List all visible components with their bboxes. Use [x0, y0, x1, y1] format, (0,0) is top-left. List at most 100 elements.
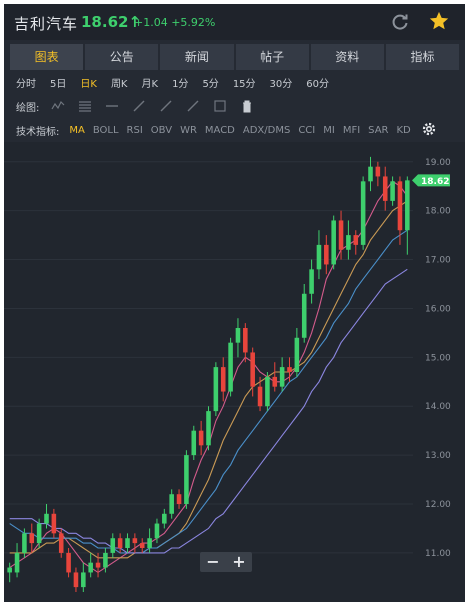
y-tick-label: 11.00 [425, 549, 451, 559]
candle-body [316, 244, 322, 270]
period-15min[interactable]: 15分 [232, 79, 256, 90]
candle-body [353, 235, 359, 245]
y-tick-label: 19.00 [425, 158, 451, 168]
period-monthly-k[interactable]: 月K [141, 79, 159, 90]
period-30min[interactable]: 30分 [269, 79, 293, 90]
candle-body [88, 562, 93, 573]
tab-announcements[interactable]: 公告 [85, 44, 159, 70]
candle-body [191, 430, 197, 456]
candle-body [301, 293, 307, 338]
candle-body [228, 342, 233, 392]
stock-change: +1.04 +5.92% [134, 16, 216, 29]
candle-body [29, 533, 35, 544]
refresh-icon[interactable] [390, 12, 410, 32]
candle-body [360, 181, 366, 245]
star-icon[interactable] [428, 10, 450, 32]
indicator-cci[interactable]: CCI [298, 124, 316, 136]
extended-line-icon[interactable] [186, 99, 200, 113]
indicator-label: 技术指标: [16, 126, 60, 138]
candle-body [272, 376, 278, 387]
candle-body [110, 538, 116, 553]
indicator-kd[interactable]: KD [396, 124, 411, 136]
candle-body [213, 367, 219, 412]
stock-name: 吉利汽车 [14, 15, 79, 33]
candle-body [405, 180, 410, 231]
candle-body [36, 523, 42, 544]
zigzag-tool-icon[interactable] [51, 99, 65, 113]
period-daily-k[interactable]: 日K [80, 79, 97, 90]
candle-body [95, 562, 101, 568]
candle-body [132, 538, 138, 544]
parallel-lines-icon[interactable] [78, 99, 92, 113]
indicator-boll[interactable]: BOLL [92, 124, 119, 136]
y-tick-label: 16.00 [425, 304, 451, 314]
candle-body [243, 328, 248, 353]
candle-body [139, 543, 145, 548]
horizontal-line-icon[interactable] [105, 99, 119, 113]
indicator-rsi[interactable]: RSI [126, 124, 143, 136]
indicator-ma[interactable]: MA [69, 124, 85, 136]
draw-toolbar: 绘图: [16, 98, 267, 114]
indicator-selector: 技术指标: MA BOLL RSI OBV WR MACD ADX/DMS CC… [16, 122, 419, 138]
tab-news[interactable]: 新闻 [160, 44, 234, 70]
period-60min[interactable]: 60分 [306, 79, 330, 90]
candle-body [44, 513, 49, 524]
period-5day[interactable]: 5日 [50, 79, 67, 90]
indicator-sar[interactable]: SAR [368, 124, 389, 136]
candle-body [103, 552, 108, 568]
chart-area[interactable]: 19.00 18.00 17.00 16.00 15.00 14.00 13.00 12.00… [4, 142, 465, 602]
y-tick-label: 12.00 [425, 500, 451, 510]
indicator-wr[interactable]: WR [180, 124, 197, 136]
stock-price: 18.62↑ [81, 13, 142, 31]
candle-body [250, 352, 255, 387]
candle-body [162, 513, 167, 524]
tab-indicators[interactable]: 指标 [385, 44, 460, 70]
y-tick-label: 17.00 [425, 256, 451, 266]
tab-posts[interactable]: 帖子 [235, 44, 309, 70]
indicator-obv[interactable]: OBV [150, 124, 173, 136]
last-price-label: 18.62 [421, 177, 449, 187]
candle-body [7, 567, 12, 573]
zoom-out-button[interactable]: − [206, 552, 220, 571]
candle-body [169, 494, 174, 514]
indicator-mfi[interactable]: MFI [342, 124, 361, 136]
period-selector: 分时 5日 日K 周K 月K 1分 5分 15分 30分 60分 [16, 77, 343, 93]
ray-line-icon[interactable] [159, 99, 173, 113]
candle-body [22, 533, 27, 553]
candlestick-chart[interactable]: 19.00 18.00 17.00 16.00 15.00 14.00 13.00 12.00… [4, 142, 465, 602]
y-tick-label: 18.00 [425, 207, 451, 217]
period-intraday[interactable]: 分时 [16, 79, 36, 90]
candle-body [14, 552, 20, 573]
zoom-in-button[interactable]: + [232, 552, 246, 571]
candle-body [125, 538, 130, 548]
ma30-line [9, 268, 408, 554]
candle-body [206, 411, 211, 446]
rectangle-icon[interactable] [213, 99, 227, 113]
period-1min[interactable]: 1分 [172, 79, 189, 90]
trend-line-icon[interactable] [132, 99, 146, 113]
trash-icon[interactable] [240, 99, 254, 113]
candle-body [331, 220, 336, 265]
y-tick-label: 13.00 [425, 451, 451, 461]
period-5min[interactable]: 5分 [202, 79, 219, 90]
candle-body [397, 181, 403, 231]
gear-icon[interactable] [421, 121, 437, 137]
y-tick-label: 14.00 [425, 402, 451, 412]
candle-body [346, 235, 351, 250]
candle-body [220, 367, 226, 392]
candle-body [66, 552, 71, 573]
period-weekly-k[interactable]: 周K [110, 79, 128, 90]
candle-body [58, 533, 64, 553]
indicator-macd[interactable]: MACD [204, 124, 235, 136]
header: 吉利汽车 18.62↑ +1.04 +5.92% [4, 4, 465, 40]
y-tick-label: 15.00 [425, 353, 451, 363]
last-price-tag [412, 174, 450, 187]
tab-profile[interactable]: 资料 [310, 44, 384, 70]
tab-chart[interactable]: 图表 [10, 44, 84, 70]
candle-body [81, 572, 86, 588]
draw-label: 绘图: [16, 102, 40, 114]
zoom-control: − + [200, 552, 252, 572]
indicator-adx-dms[interactable]: ADX/DMS [242, 124, 291, 136]
indicator-mi[interactable]: MI [323, 124, 335, 136]
candle-body [338, 220, 344, 250]
